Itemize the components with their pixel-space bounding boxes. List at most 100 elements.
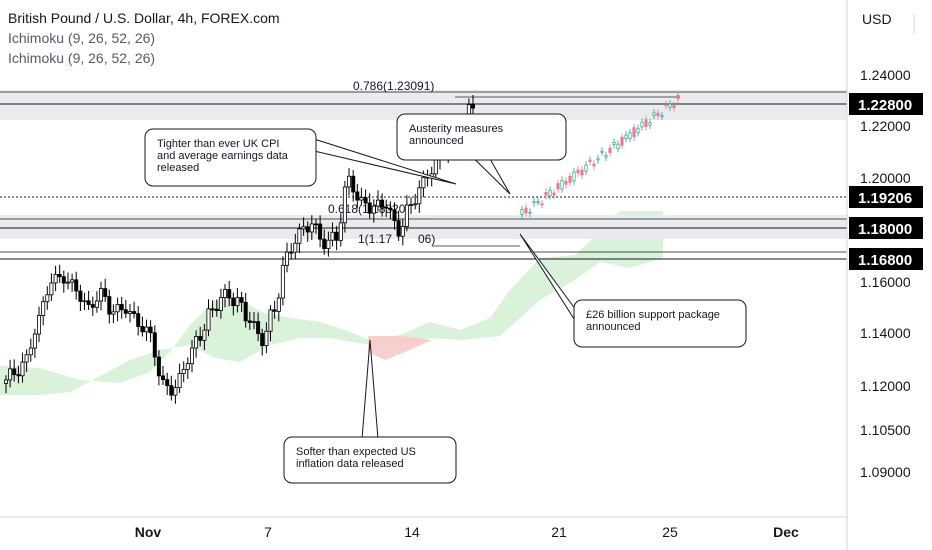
- candle[interactable]: [169, 385, 174, 396]
- candle[interactable]: [256, 321, 261, 334]
- projection-candle[interactable]: [588, 159, 592, 162]
- candle[interactable]: [136, 313, 141, 327]
- projection-candle[interactable]: [604, 155, 608, 158]
- projection-candle[interactable]: [672, 105, 676, 108]
- candle[interactable]: [8, 368, 13, 381]
- projection-candle[interactable]: [524, 207, 528, 214]
- candle[interactable]: [49, 282, 54, 296]
- candle[interactable]: [32, 333, 37, 349]
- projection-candle[interactable]: [644, 119, 648, 128]
- candle[interactable]: [318, 223, 323, 240]
- candle[interactable]: [12, 368, 17, 376]
- candle[interactable]: [272, 309, 277, 312]
- candle[interactable]: [388, 207, 393, 211]
- candle[interactable]: [367, 202, 372, 214]
- candle[interactable]: [239, 297, 244, 303]
- candle[interactable]: [202, 329, 207, 341]
- candle[interactable]: [148, 326, 153, 334]
- candle[interactable]: [16, 374, 21, 377]
- candle[interactable]: [384, 206, 389, 209]
- projection-candle[interactable]: [676, 95, 680, 100]
- candle[interactable]: [99, 288, 104, 302]
- candle[interactable]: [342, 186, 347, 224]
- candle[interactable]: [107, 296, 112, 315]
- candle[interactable]: [177, 373, 182, 389]
- projection-candle[interactable]: [564, 181, 568, 185]
- candle[interactable]: [396, 220, 401, 237]
- projection-candle[interactable]: [520, 209, 524, 215]
- candle[interactable]: [185, 363, 190, 370]
- candle[interactable]: [111, 311, 116, 315]
- candle[interactable]: [37, 315, 42, 335]
- projection-candle[interactable]: [596, 158, 600, 161]
- projection-candle[interactable]: [556, 183, 560, 190]
- candle[interactable]: [189, 347, 194, 365]
- candle[interactable]: [222, 289, 227, 298]
- candle[interactable]: [24, 354, 29, 363]
- projection-candle[interactable]: [536, 201, 540, 203]
- candle[interactable]: [165, 379, 170, 386]
- projection-candle[interactable]: [608, 147, 612, 153]
- candle[interactable]: [181, 368, 186, 374]
- projection-candle[interactable]: [628, 132, 632, 139]
- projection-candle[interactable]: [528, 211, 532, 214]
- projection-candle[interactable]: [648, 122, 652, 126]
- projection-candle[interactable]: [624, 134, 628, 139]
- candle[interactable]: [251, 321, 256, 323]
- candle[interactable]: [413, 203, 418, 206]
- candle[interactable]: [90, 304, 95, 308]
- projection-candle[interactable]: [600, 150, 604, 153]
- candle[interactable]: [297, 228, 302, 244]
- candle[interactable]: [243, 301, 248, 322]
- candle[interactable]: [309, 223, 314, 233]
- projection-candle[interactable]: [532, 201, 536, 204]
- projection-candle[interactable]: [540, 203, 544, 206]
- candle[interactable]: [326, 239, 331, 250]
- projection-candle[interactable]: [632, 127, 636, 138]
- candle[interactable]: [152, 332, 157, 358]
- candle[interactable]: [284, 251, 289, 266]
- projection-candle[interactable]: [664, 104, 668, 106]
- candle[interactable]: [355, 191, 360, 201]
- candle[interactable]: [53, 274, 58, 284]
- candle[interactable]: [433, 159, 438, 175]
- projection-candle[interactable]: [656, 112, 660, 116]
- projection-candle[interactable]: [668, 103, 672, 108]
- candle[interactable]: [115, 304, 120, 313]
- legend-symbol-title[interactable]: British Pound / U.S. Dollar, 4h, FOREX.c…: [8, 10, 280, 26]
- projection-candle[interactable]: [568, 175, 572, 183]
- projection-candle[interactable]: [636, 128, 640, 133]
- candle[interactable]: [375, 199, 380, 207]
- projection-candle[interactable]: [660, 115, 664, 118]
- price-level-tag[interactable]: [849, 217, 923, 239]
- candle[interactable]: [470, 104, 475, 109]
- candle[interactable]: [268, 309, 273, 332]
- candle[interactable]: [103, 288, 108, 297]
- candle[interactable]: [119, 304, 124, 311]
- candle[interactable]: [421, 177, 426, 189]
- candle[interactable]: [218, 297, 223, 312]
- projection-candle[interactable]: [612, 142, 616, 146]
- candle[interactable]: [123, 309, 128, 314]
- candle[interactable]: [322, 238, 327, 250]
- candle[interactable]: [408, 204, 413, 207]
- candle[interactable]: [359, 197, 364, 201]
- candle[interactable]: [305, 226, 310, 233]
- projection-candle[interactable]: [572, 171, 576, 182]
- candle[interactable]: [351, 175, 356, 193]
- candle[interactable]: [231, 297, 236, 307]
- candle[interactable]: [86, 300, 91, 305]
- candle[interactable]: [156, 356, 161, 377]
- projection-candle[interactable]: [576, 169, 580, 174]
- candle[interactable]: [301, 226, 306, 230]
- candle[interactable]: [206, 308, 211, 331]
- candle[interactable]: [371, 205, 376, 214]
- candle[interactable]: [363, 197, 368, 204]
- candle[interactable]: [293, 242, 298, 253]
- candle[interactable]: [227, 289, 232, 299]
- candle[interactable]: [404, 204, 409, 227]
- candle[interactable]: [247, 320, 252, 323]
- candle[interactable]: [313, 223, 318, 226]
